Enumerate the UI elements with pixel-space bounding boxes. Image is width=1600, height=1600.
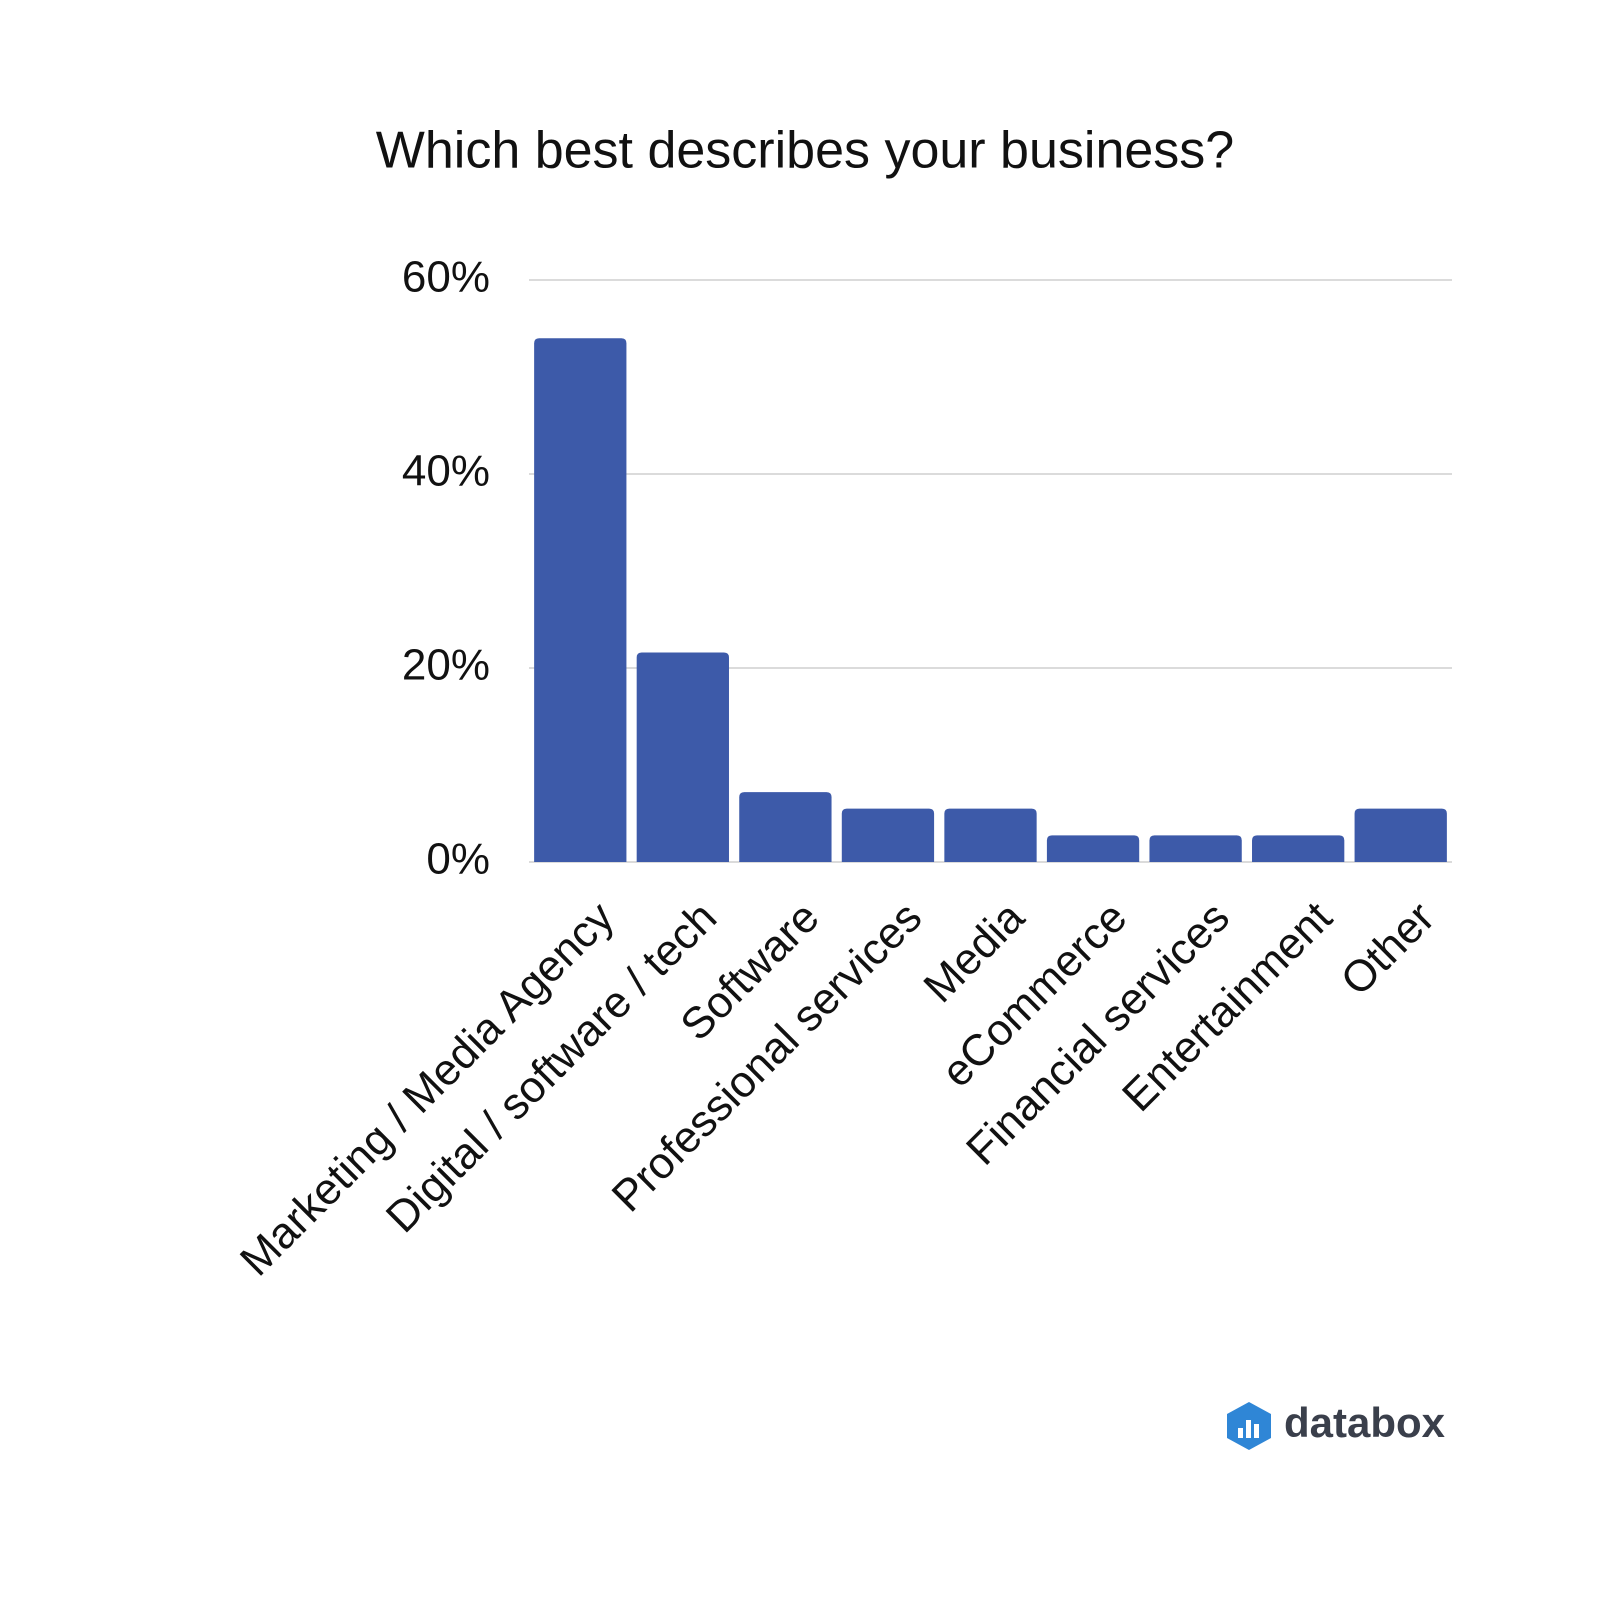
bar	[944, 808, 1037, 862]
y-tick-label: 0%	[426, 835, 490, 884]
y-tick-label: 40%	[402, 447, 490, 496]
logo-bar	[1246, 1420, 1251, 1438]
bar	[1149, 835, 1242, 862]
bar	[1252, 835, 1345, 862]
bar	[1354, 808, 1447, 862]
y-tick-label: 20%	[402, 641, 490, 690]
logo-bar	[1238, 1428, 1243, 1438]
bar	[841, 808, 935, 862]
brand-logo: databox	[1227, 1399, 1446, 1450]
x-tick-label: Marketing / Media Agency	[231, 893, 624, 1286]
brand-name: databox	[1284, 1399, 1446, 1446]
bar	[534, 338, 627, 862]
y-tick-label: 60%	[402, 253, 490, 302]
bar	[739, 792, 832, 862]
bar	[636, 652, 729, 862]
logo-bar	[1254, 1424, 1259, 1438]
x-tick-label: Other	[1332, 893, 1444, 1005]
bar	[1046, 835, 1140, 862]
chart-title: Which best describes your business?	[376, 122, 1234, 180]
